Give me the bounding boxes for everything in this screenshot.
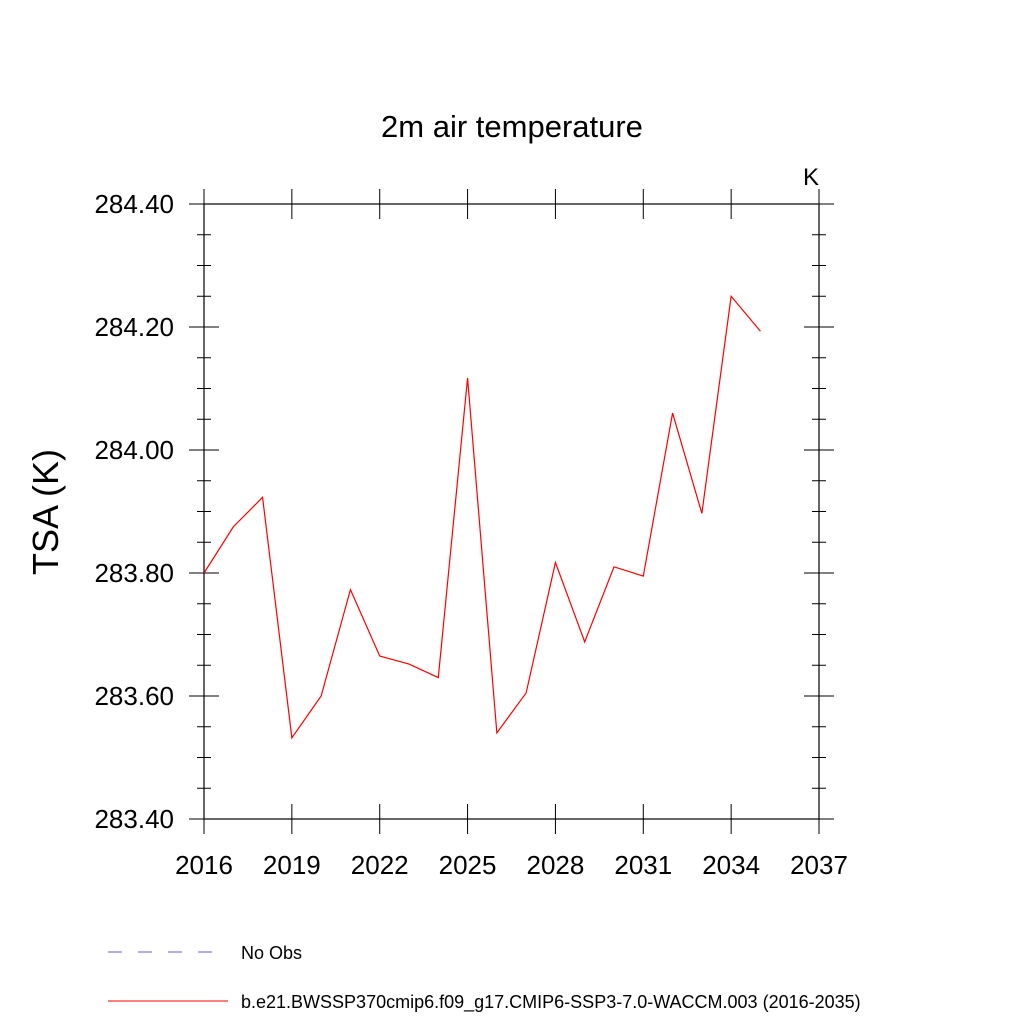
legend-label-model: b.e21.BWSSP370cmip6.f09_g17.CMIP6-SSP3-7… (241, 992, 861, 1013)
y-tick-label: 284.00 (94, 435, 174, 465)
y-tick-label: 284.40 (94, 189, 174, 219)
x-axis-ticks (203, 189, 820, 834)
series-group (203, 294, 761, 740)
x-tick-label: 2031 (614, 850, 672, 880)
legend: No Obs b.e21.BWSSP370cmip6.f09_g17.CMIP6… (108, 943, 861, 1013)
y-axis-tick-labels: 283.40 283.60 283.80 284.00 284.20 284.40 (94, 189, 174, 834)
x-tick-label: 2037 (790, 850, 848, 880)
plot-frame (203, 203, 820, 820)
y-tick-label: 283.60 (94, 681, 174, 711)
y-axis-ticks (189, 203, 834, 820)
series-line (203, 294, 761, 740)
y-tick-label: 283.40 (94, 804, 174, 834)
x-tick-label: 2034 (702, 850, 760, 880)
x-tick-label: 2028 (527, 850, 585, 880)
y-tick-label: 284.20 (94, 312, 174, 342)
units-label: K (803, 164, 819, 191)
x-tick-label: 2016 (175, 850, 233, 880)
x-tick-label: 2019 (263, 850, 321, 880)
x-tick-label: 2025 (439, 850, 497, 880)
y-axis-label: TSA (K) (25, 449, 66, 575)
y-tick-label: 283.80 (94, 558, 174, 588)
chart-title: 2m air temperature (381, 109, 643, 144)
x-axis-tick-labels: 2016 2019 2022 2025 2028 2031 2034 2037 (175, 850, 848, 880)
x-tick-label: 2022 (351, 850, 409, 880)
legend-label-no-obs: No Obs (241, 943, 302, 963)
